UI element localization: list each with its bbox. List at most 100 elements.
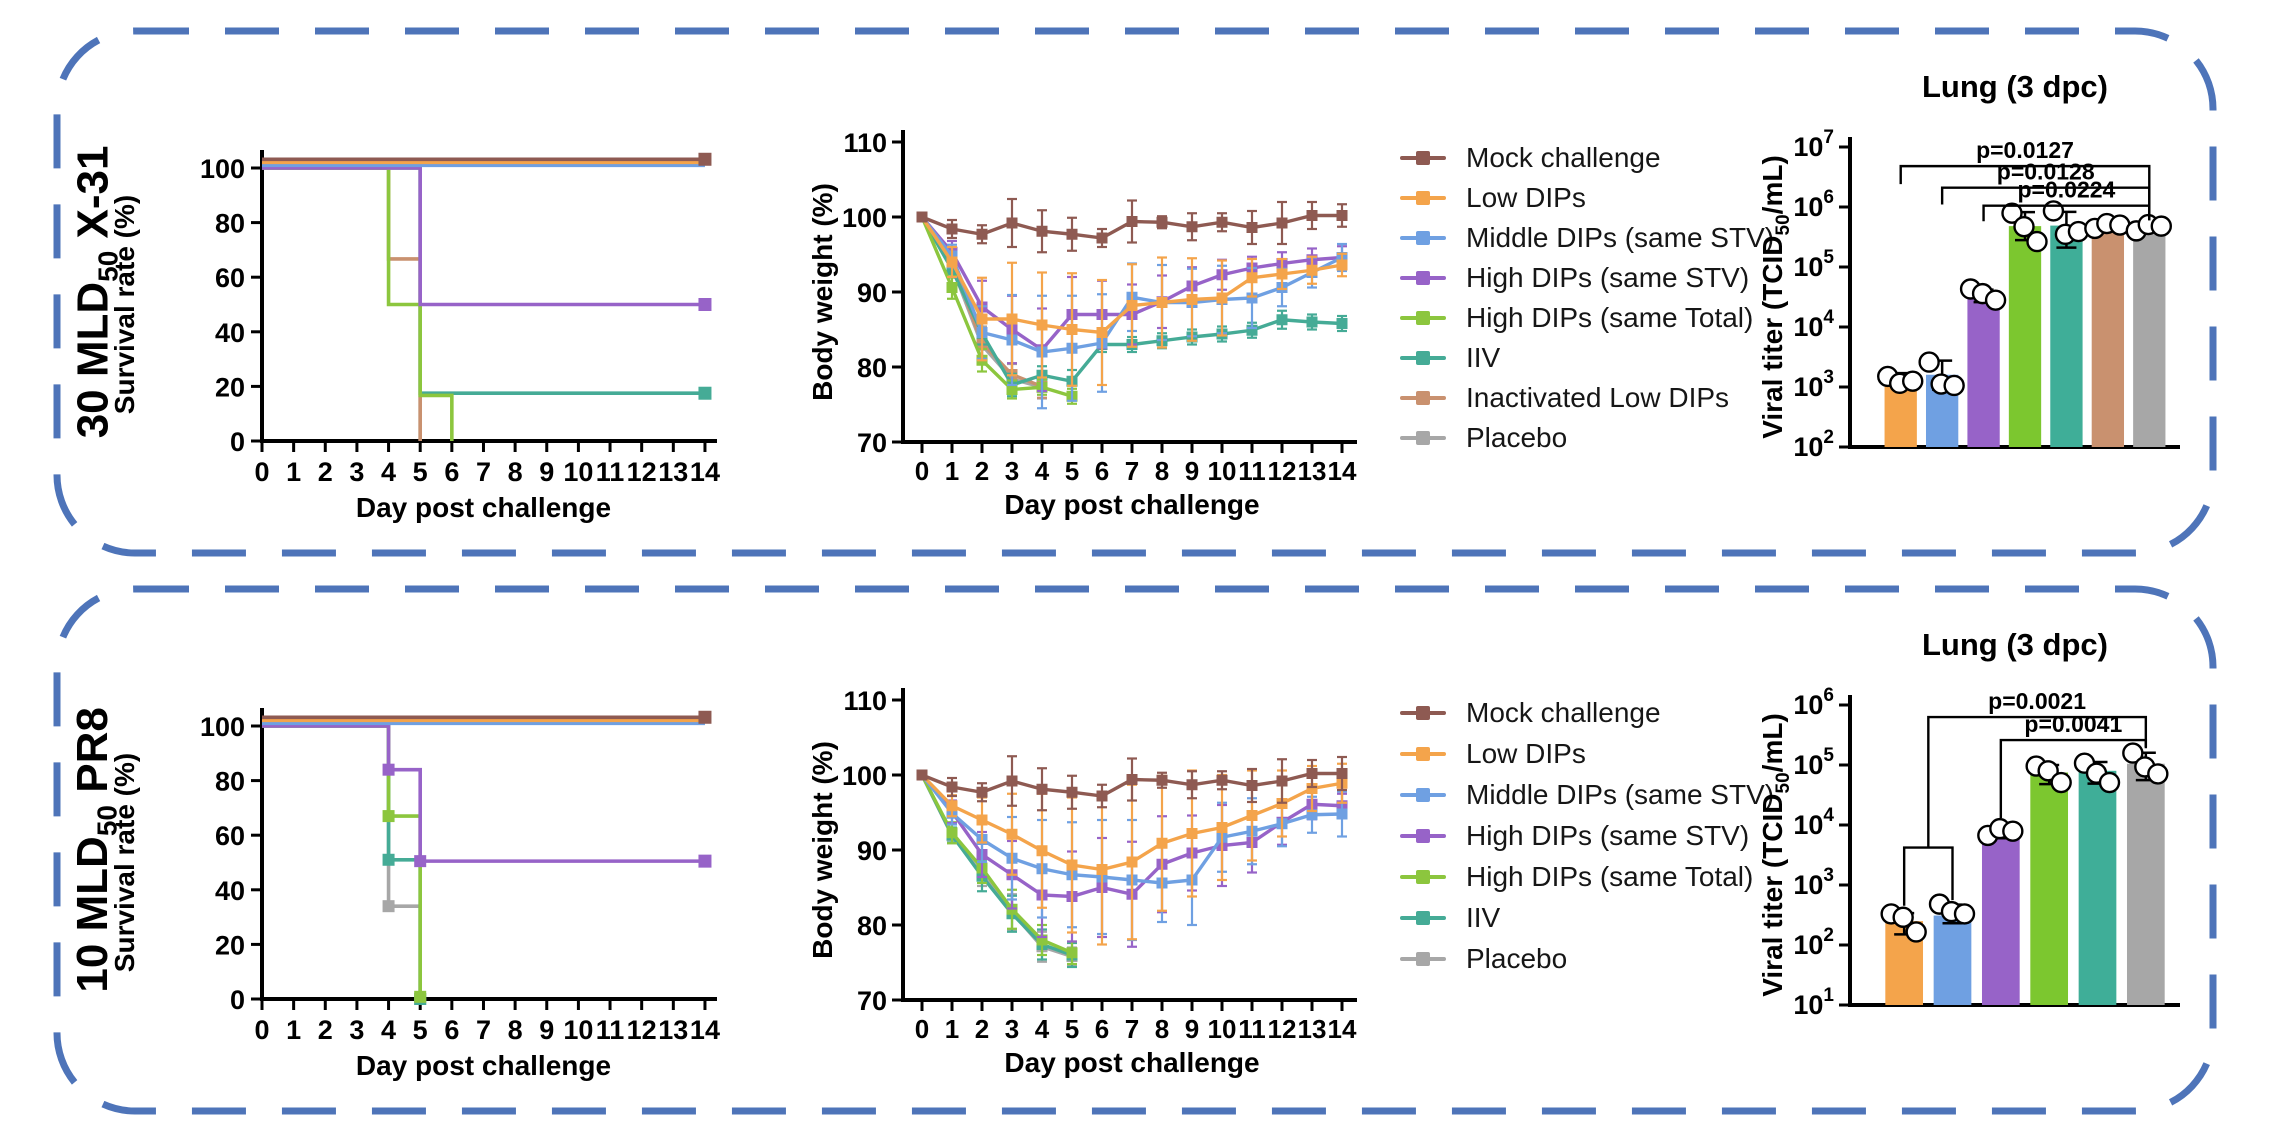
step-marker: [382, 763, 395, 776]
bar: [1967, 295, 2000, 447]
step-marker: [414, 855, 427, 868]
axes: [260, 150, 717, 443]
legend-marker: [1400, 746, 1446, 761]
data-point: [1216, 822, 1228, 833]
data-point: [2026, 230, 2048, 253]
y-tick-label: 102: [1793, 427, 1834, 462]
y-tick-label: 60: [215, 821, 245, 851]
x-axis-title: Day post challenge: [356, 492, 611, 523]
y-tick-label: 110: [843, 686, 887, 716]
y-tick-label: 60: [215, 263, 245, 293]
chart-title: Lung (3 dpc): [1922, 69, 2108, 104]
legend-item: High DIPs (same STV): [1400, 258, 1774, 298]
data-point: [1216, 774, 1228, 786]
legend-label: High DIPs (same STV): [1466, 819, 1750, 851]
data-point: [1036, 319, 1048, 331]
survival-series: [262, 724, 705, 863]
y-axis-title: Viral titer (TCID50/mL): [1757, 155, 1794, 439]
panel-dashed-border: [53, 585, 2217, 1115]
x-tick-label: 1: [945, 456, 959, 486]
survival-series: [262, 724, 422, 999]
y-tick-label: 106: [1793, 685, 1834, 720]
sig-bracket: [1999, 738, 2148, 819]
y-tick-label: 70: [857, 986, 887, 1016]
x-tick-label: 5: [1065, 1014, 1079, 1044]
y-tick-label: 70: [857, 428, 887, 458]
bar: [2008, 226, 2042, 447]
x-tick-label: 9: [1185, 1014, 1199, 1044]
data-point: [2050, 771, 2072, 794]
bar: [1981, 834, 2020, 1005]
legend-marker: [1400, 231, 1446, 245]
x-tick-label: 11: [1238, 456, 1266, 486]
legend-marker: [1400, 787, 1446, 802]
y-tick-label: 0: [230, 985, 245, 1015]
data-point: [1036, 845, 1048, 857]
legend-label: High DIPs (same Total): [1466, 302, 1754, 333]
x-tick-label: 8: [1155, 456, 1169, 486]
data-point: [1943, 374, 1965, 397]
data-point: [1066, 947, 1078, 959]
x-tick-label: 0: [915, 456, 929, 486]
data-point: [1186, 221, 1198, 233]
data-point: [1216, 216, 1228, 228]
x-tick-label: 12: [1268, 456, 1297, 486]
data-point: [1902, 370, 1924, 392]
legend-marker: [1400, 351, 1446, 365]
data-point: [1306, 210, 1318, 221]
data-point: [1216, 292, 1228, 304]
data-point: [1036, 783, 1048, 795]
data-point: [1186, 828, 1198, 839]
x-tick-label: 14: [1328, 1014, 1357, 1044]
bar: [2133, 228, 2166, 447]
y-tick-label: 100: [200, 154, 245, 184]
legend-item: IIV: [1400, 897, 1774, 938]
data-point: [1306, 809, 1318, 821]
x-tick-label: 9: [539, 457, 554, 487]
x-tick-label: 1: [286, 457, 301, 487]
legend-label: Middle DIPs (same STV): [1466, 778, 1775, 810]
y-tick-label: 100: [842, 761, 887, 791]
legend-marker: [1400, 391, 1446, 405]
x-tick-label: 11: [596, 457, 625, 487]
data-point: [1156, 216, 1168, 228]
legend-item: Middle DIPs (same STV): [1400, 218, 1774, 258]
y-tick-label: 103: [1793, 367, 1834, 402]
legend: Mock challenge Low DIPs Middle DIPs (same …: [1400, 692, 1774, 979]
data-point: [1905, 921, 1927, 943]
y-tick-label: 20: [215, 372, 245, 402]
end-marker: [698, 386, 712, 400]
y-tick-label: 80: [215, 767, 245, 797]
bar: [2126, 763, 2165, 1005]
data-point: [1984, 289, 2007, 311]
y-tick-label: 106: [1793, 187, 1834, 222]
legend-marker: [1400, 910, 1446, 925]
y-tick-label: 104: [1793, 307, 1834, 342]
p-value-label: p=0.0127: [1976, 137, 2074, 163]
legend-item: High DIPs (same Total): [1400, 856, 1774, 897]
data-point: [1276, 268, 1288, 280]
data-point: [976, 786, 988, 798]
survival-series: [262, 166, 705, 396]
data-point: [1156, 837, 1168, 849]
data-point: [1066, 786, 1078, 798]
x-tick-label: 14: [690, 1015, 720, 1045]
x-tick-label: 5: [413, 1015, 428, 1045]
x-tick-label: 12: [627, 1015, 657, 1045]
legend-item: Inactivated Low DIPs: [1400, 378, 1774, 418]
legend-item: Mock challenge: [1400, 138, 1774, 178]
data-point: [1246, 780, 1258, 791]
legend-item: Placebo: [1400, 938, 1774, 979]
legend-item: Placebo: [1400, 418, 1774, 458]
data-point: [2122, 742, 2144, 764]
legend-label: Inactivated Low DIPs: [1466, 382, 1730, 413]
chart-title: Lung (3 dpc): [1922, 627, 2108, 662]
data-point: [1126, 856, 1138, 868]
data-point: [1186, 779, 1198, 791]
panel-10mld50-pr8: 10 MLD50 PR8 0 20 40 60 80 100 0 1 2 3 4 5 6 7 8 9 10 11 1…: [52, 584, 2218, 1116]
data-point: [2147, 763, 2169, 785]
data-point: [1306, 264, 1318, 276]
